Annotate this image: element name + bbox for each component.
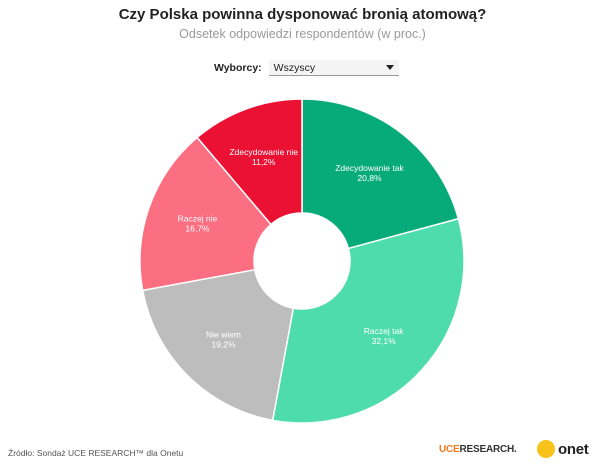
- slice-value: 19,2%: [211, 339, 236, 349]
- chart-title: Czy Polska powinna dysponować bronią ato…: [118, 6, 487, 23]
- slice-value: 16,7%: [185, 224, 210, 234]
- filter-label: Wyborcy:: [214, 62, 262, 74]
- voter-select-value: Wszyscy: [273, 61, 316, 74]
- slice-nie-wiem[interactable]: [141, 268, 295, 422]
- slice-raczej-nie[interactable]: [139, 136, 272, 292]
- slice-label: Nie wiem: [206, 329, 241, 339]
- onet-dot-icon: [537, 440, 555, 458]
- voter-filter: Wyborcy: Wszyscy: [214, 58, 399, 78]
- slice-label: Raczej nie: [178, 214, 218, 224]
- uce-research-logo: UCERESEARCH.: [439, 444, 517, 455]
- slice-value: 32,1%: [372, 336, 397, 346]
- chart-subtitle: Odsetek odpowiedzi respondentów (w proc.…: [179, 27, 426, 41]
- slice-raczej-tak[interactable]: [271, 217, 465, 424]
- slice-label: Raczej tak: [364, 326, 404, 336]
- source-note: Źródło: Sondaż UCE RESEARCH™ dla Onetu: [8, 448, 184, 458]
- slice-zdecydowanie-tak[interactable]: [301, 98, 460, 250]
- voter-select[interactable]: Wszyscy: [268, 60, 399, 76]
- onet-logo: onet: [537, 440, 589, 458]
- slice-zdecydowanie-nie[interactable]: [196, 98, 303, 226]
- slice-label: Zdecydowanie nie: [229, 147, 298, 157]
- slice-label: Zdecydowanie tak: [335, 163, 404, 173]
- slice-value: 11,2%: [252, 157, 276, 167]
- chevron-down-icon: [385, 65, 394, 70]
- slice-value: 20,8%: [357, 173, 382, 183]
